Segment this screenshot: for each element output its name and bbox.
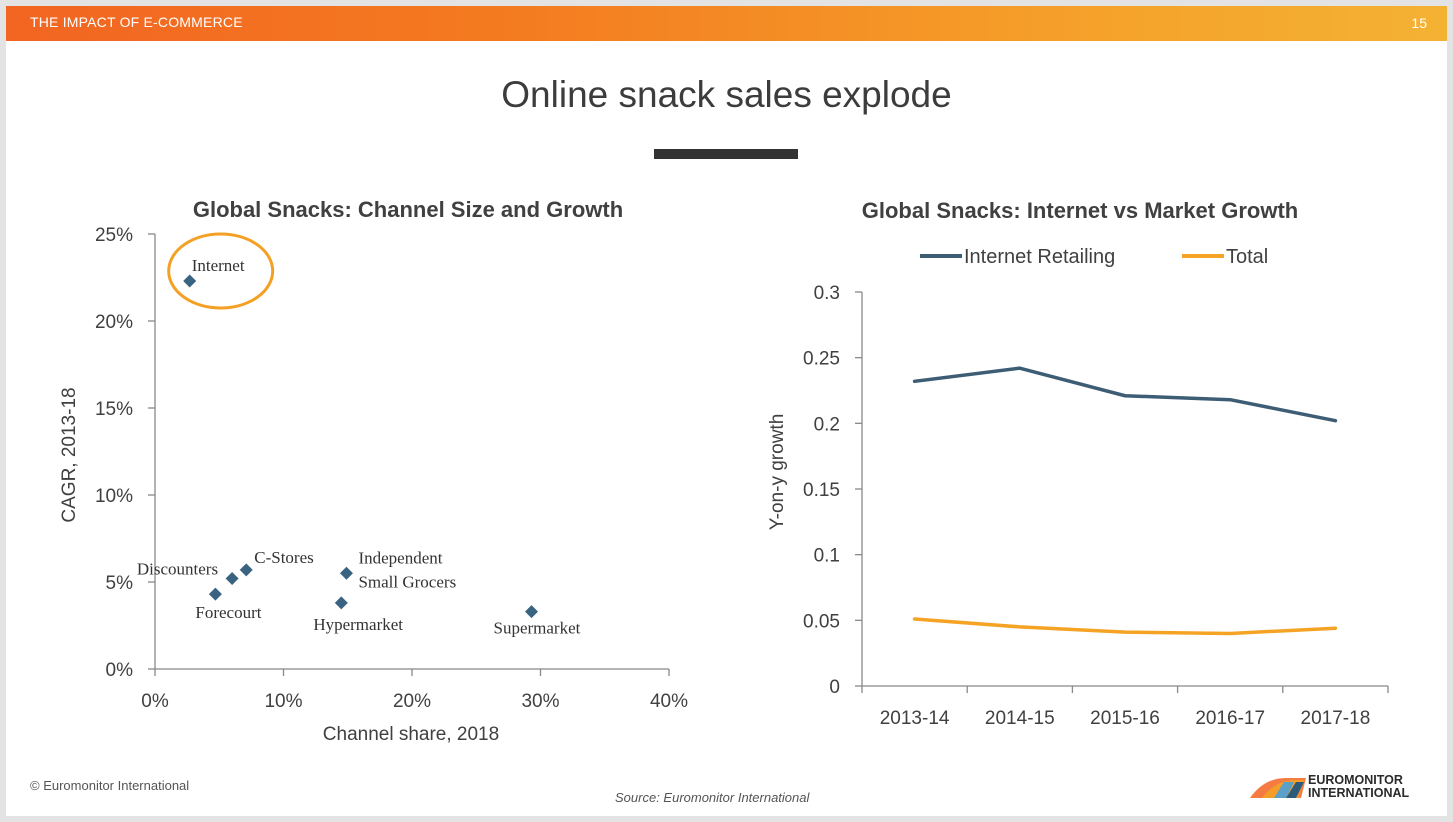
line-y-tick-label: 0.2	[814, 414, 840, 435]
scatter-point	[334, 596, 348, 610]
scatter-y-tick-label: 25%	[95, 225, 133, 246]
line-chart: Global Snacks: Internet vs Market Growth…	[767, 198, 1389, 729]
line-y-tick-label: 0.25	[803, 349, 840, 370]
logo-text: EUROMONITOR INTERNATIONAL	[1308, 774, 1409, 800]
source-text: Source: Euromonitor International	[615, 790, 810, 805]
header-bar: THE IMPACT OF E-COMMERCE 15	[6, 6, 1447, 41]
scatter-point	[339, 566, 353, 580]
scatter-point-label: Supermarket	[494, 619, 581, 638]
line-series-path	[912, 617, 1338, 636]
slide-title: Online snack sales explode	[501, 74, 952, 115]
scatter-title: Global Snacks: Channel Size and Growth	[193, 197, 623, 222]
line-y-tick-label: 0.05	[803, 611, 840, 632]
scatter-point-label: C-Stores	[254, 548, 313, 567]
line-title: Global Snacks: Internet vs Market Growth	[862, 198, 1298, 223]
page-number: 15	[1411, 15, 1427, 31]
scatter-y-tick-label: 5%	[106, 573, 134, 594]
euromonitor-logo	[1250, 778, 1306, 798]
line-axes	[861, 292, 1388, 687]
scatter-x-tick-label: 30%	[521, 691, 559, 712]
line-y-ticks: 0 0.05 0.1 0.15 0.2 0.25 0.3	[803, 283, 862, 698]
line-x-tick-label: 2017-18	[1301, 708, 1371, 729]
line-legend: Internet Retailing Total	[920, 246, 1268, 268]
line-x-tick-label: 2015-16	[1090, 708, 1160, 729]
scatter-point-label: Hypermarket	[313, 615, 403, 634]
scatter-y-tick-label: 10%	[95, 486, 133, 507]
scatter-chart: Global Snacks: Channel Size and Growth 0…	[59, 197, 688, 745]
line-y-axis-title: Y-on-y growth	[767, 414, 788, 531]
scatter-point	[225, 572, 239, 586]
scatter-point-label: Internet	[192, 256, 245, 275]
scatter-y-tick-label: 0%	[106, 660, 134, 681]
line-y-tick-label: 0.15	[803, 480, 840, 501]
scatter-x-tick-label: 10%	[264, 691, 302, 712]
legend-label: Total	[1226, 246, 1268, 268]
scatter-x-axis-title: Channel share, 2018	[323, 724, 499, 745]
header-title: THE IMPACT OF E-COMMERCE	[30, 14, 243, 30]
highlight-circle	[167, 232, 275, 310]
copyright-text: © Euromonitor International	[30, 778, 190, 793]
title-underline	[654, 149, 798, 159]
line-x-tick-label: 2016-17	[1195, 708, 1265, 729]
scatter-y-tick-label: 20%	[95, 312, 133, 333]
scatter-points: Internet C-Stores Discounters Forecourt Inde…	[137, 232, 581, 638]
scatter-y-axis-title: CAGR, 2013-18	[59, 387, 80, 522]
scatter-point-label: Small Grocers	[358, 572, 456, 591]
line-y-tick-label: 0.1	[814, 546, 840, 567]
scatter-point	[208, 587, 222, 601]
scatter-y-tick-label: 15%	[95, 399, 133, 420]
logo-line-2: INTERNATIONAL	[1308, 786, 1410, 800]
scatter-x-tick-label: 40%	[650, 691, 688, 712]
logo-line-1: EUROMONITOR	[1308, 773, 1403, 787]
line-x-tick-label: 2013-14	[880, 708, 950, 729]
scatter-x-tick-label: 20%	[393, 691, 431, 712]
scatter-point	[239, 563, 253, 577]
line-x-tick-label: 2014-15	[985, 708, 1055, 729]
scatter-y-ticks: 0% 5% 10% 15% 20% 25%	[95, 225, 155, 681]
line-x-ticks: 2013-14 2014-15 2015-16 2016-17 2017-18	[861, 686, 1389, 729]
scatter-point-label: Independent	[358, 548, 442, 567]
scatter-point-label: Discounters	[137, 560, 218, 579]
scatter-point-label: Forecourt	[195, 603, 261, 622]
scatter-point	[525, 605, 539, 619]
line-y-tick-label: 0.3	[814, 283, 840, 304]
line-series	[912, 366, 1338, 636]
line-y-tick-label: 0	[829, 677, 840, 698]
scatter-point	[183, 274, 197, 288]
slide: THE IMPACT OF E-COMMERCE 15 Online snack…	[6, 6, 1447, 816]
scatter-x-ticks: 0% 10% 20% 30% 40%	[141, 669, 688, 712]
legend-label: Internet Retailing	[964, 246, 1115, 268]
line-series-path	[912, 366, 1338, 423]
scatter-x-tick-label: 0%	[141, 691, 169, 712]
